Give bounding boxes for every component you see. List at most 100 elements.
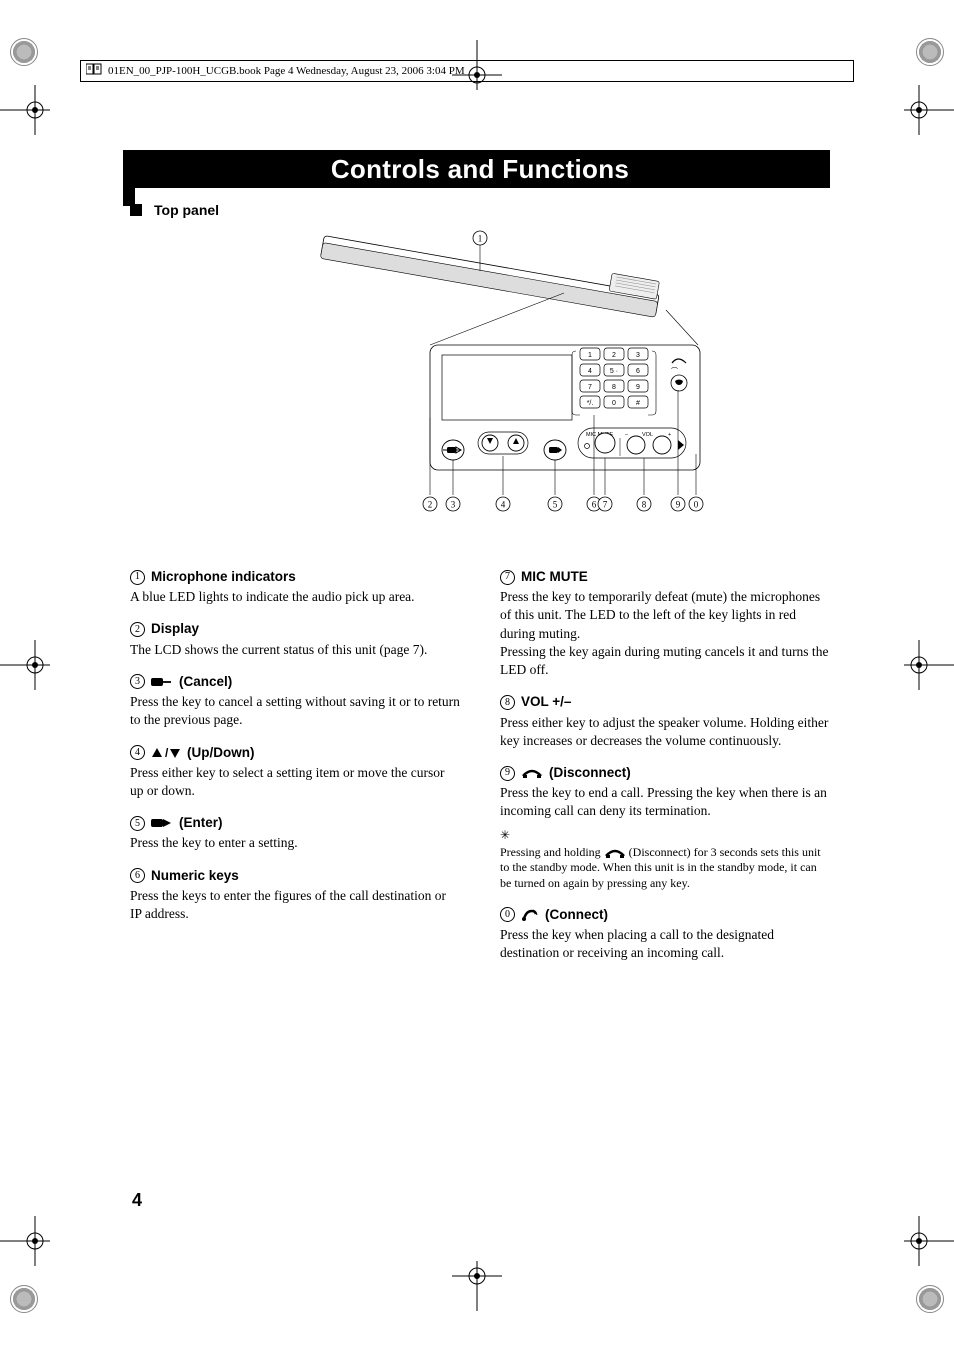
item-title-text: (Connect) (545, 906, 608, 924)
description-item: 3 (Cancel) Press the key to cancel a sett… (130, 673, 460, 730)
crop-mark (0, 1216, 50, 1266)
svg-text:5: 5 (553, 500, 558, 510)
item-title-text: (Cancel) (179, 673, 232, 691)
page-title: Controls and Functions (130, 150, 830, 188)
svg-text:6: 6 (592, 500, 597, 510)
description-item: 0 (Connect) Press the key when placing a … (500, 906, 830, 963)
circled-number-icon: 1 (130, 570, 145, 585)
circled-number-icon: 4 (130, 745, 145, 760)
crop-mark (0, 85, 50, 135)
item-title-text: MIC MUTE (521, 568, 588, 586)
svg-text:8: 8 (642, 500, 647, 510)
item-title: 1 Microphone indicators (130, 568, 460, 586)
description-item: 7 MIC MUTE Press the key to temporarily d… (500, 568, 830, 679)
svg-text:2: 2 (428, 500, 433, 510)
svg-text:9: 9 (676, 500, 681, 510)
right-column: 7 MIC MUTE Press the key to temporarily d… (500, 568, 830, 976)
item-body: Press the key when placing a call to the… (500, 926, 830, 962)
crop-dot (10, 1285, 38, 1313)
svg-text:7: 7 (588, 384, 592, 391)
svg-text:3: 3 (636, 352, 640, 359)
description-item: 9 (Disconnect) Press the key to end a cal… (500, 764, 830, 892)
item-title-text: (Disconnect) (549, 764, 631, 782)
item-body: The LCD shows the current status of this… (130, 641, 460, 659)
circled-number-icon: 2 (130, 622, 145, 637)
item-title: 7 MIC MUTE (500, 568, 830, 586)
circled-number-icon: 6 (130, 868, 145, 883)
item-title: 2 Display (130, 620, 460, 638)
item-title-text: (Enter) (179, 814, 223, 832)
svg-text:3: 3 (451, 500, 456, 510)
svg-text:5 ·: 5 · (610, 368, 618, 375)
circled-number-icon: 3 (130, 674, 145, 689)
item-title: 9 (Disconnect) (500, 764, 830, 782)
left-column: 1 Microphone indicators A blue LED lights… (130, 568, 460, 976)
item-body: Press the key to enter a setting. (130, 834, 460, 852)
top-panel-diagram: 1 12345 ·6789*/.0# ⌒ (200, 230, 760, 540)
svg-text:+: + (668, 432, 671, 438)
item-title: 6 Numeric keys (130, 867, 460, 885)
crop-mark (904, 85, 954, 135)
item-body: Press the key to end a call. Pressing th… (500, 784, 830, 820)
description-item: 4 / (Up/Down) Press either key to select … (130, 744, 460, 801)
item-body: Press the key to cancel a setting withou… (130, 693, 460, 729)
item-title: 3 (Cancel) (130, 673, 460, 691)
crop-mark (904, 640, 954, 690)
tip-icon: ✳︎ (500, 827, 830, 843)
svg-text:7: 7 (603, 500, 608, 510)
description-item: 6 Numeric keys Press the keys to enter th… (130, 867, 460, 924)
item-body: Press the key to temporarily defeat (mut… (500, 588, 830, 679)
item-body: Press either key to adjust the speaker v… (500, 714, 830, 750)
item-body: A blue LED lights to indicate the audio … (130, 588, 460, 606)
svg-text:4: 4 (588, 368, 592, 375)
svg-text:9: 9 (636, 384, 640, 391)
description-item: 5 (Enter) Press the key to enter a settin… (130, 814, 460, 852)
section-label-text: Top panel (154, 202, 219, 218)
tip-text: Pressing and holding (Disconnect) for 3 … (500, 845, 830, 892)
crop-mark (452, 1261, 502, 1311)
circled-number-icon: 8 (500, 695, 515, 710)
circled-number-icon: 7 (500, 570, 515, 585)
description-columns: 1 Microphone indicators A blue LED lights… (130, 568, 830, 976)
svg-text:2: 2 (612, 352, 616, 359)
crop-mark (0, 640, 50, 690)
crop-mark (904, 1216, 954, 1266)
square-bullet-icon (130, 204, 142, 216)
description-item: 1 Microphone indicators A blue LED lights… (130, 568, 460, 606)
svg-text:*/.: */. (587, 400, 594, 407)
section-heading: Top panel (130, 202, 830, 218)
svg-text:1: 1 (588, 352, 592, 359)
svg-text:0: 0 (694, 500, 699, 510)
item-body: Press either key to select a setting ite… (130, 764, 460, 800)
description-item: 2 Display The LCD shows the current statu… (130, 620, 460, 658)
page-number: 4 (132, 1190, 142, 1211)
item-title: 5 (Enter) (130, 814, 460, 832)
circled-number-icon: 5 (130, 816, 145, 831)
crop-dot (10, 38, 38, 66)
book-icon (86, 63, 102, 79)
print-header: 01EN_00_PJP-100H_UCGB.book Page 4 Wednes… (80, 60, 854, 82)
item-title-text: VOL +/– (521, 693, 571, 711)
item-title-text: Numeric keys (151, 867, 239, 885)
svg-text:1: 1 (478, 234, 483, 244)
crop-dot (916, 38, 944, 66)
svg-text:/: / (165, 747, 169, 759)
crop-dot (916, 1285, 944, 1313)
svg-text:VOL: VOL (642, 432, 653, 438)
svg-text:8: 8 (612, 384, 616, 391)
circled-number-icon: 0 (500, 907, 515, 922)
svg-text:⌒: ⌒ (671, 367, 678, 375)
item-body: Press the keys to enter the figures of t… (130, 887, 460, 923)
item-title: 4 / (Up/Down) (130, 744, 460, 762)
svg-text:0: 0 (612, 400, 616, 407)
item-title-text: (Up/Down) (187, 744, 254, 762)
description-item: 8 VOL +/– Press either key to adjust the … (500, 693, 830, 750)
circled-number-icon: 9 (500, 766, 515, 781)
item-title: 0 (Connect) (500, 906, 830, 924)
page-content: Controls and Functions Top panel 1 (130, 150, 830, 976)
svg-text:#: # (636, 400, 640, 407)
item-title: 8 VOL +/– (500, 693, 830, 711)
header-text: 01EN_00_PJP-100H_UCGB.book Page 4 Wednes… (108, 65, 465, 77)
item-title-text: Microphone indicators (151, 568, 296, 586)
svg-text:6: 6 (636, 368, 640, 375)
